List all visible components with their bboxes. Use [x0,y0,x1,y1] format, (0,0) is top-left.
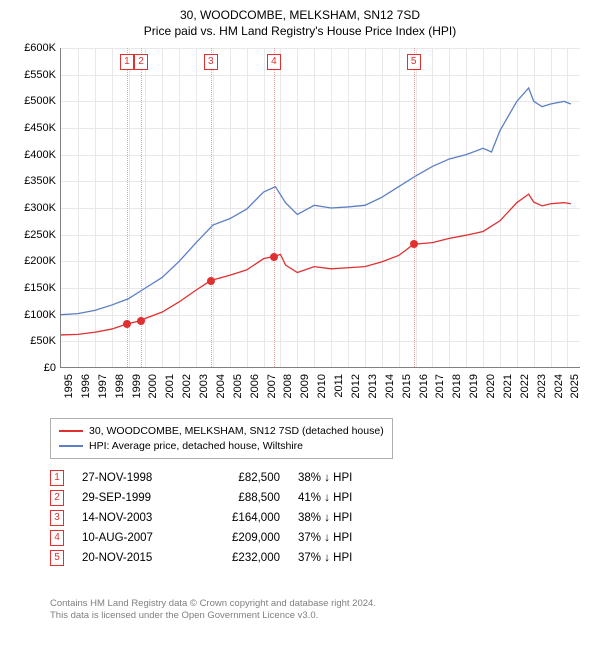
x-tick-label: 2006 [249,374,261,398]
sale-point [123,320,131,328]
y-tick-label: £0 [10,362,56,374]
event-row-date: 27-NOV-1998 [82,472,182,484]
event-row: 3 14-NOV-2003 £164,000 38% ↓ HPI [50,510,388,526]
legend-label: HPI: Average price, detached house, Wilt… [89,439,303,454]
y-tick-label: £400K [10,149,56,161]
x-tick-label: 2003 [198,374,210,398]
x-tick-label: 1996 [80,374,92,398]
event-row-date: 14-NOV-2003 [82,512,182,524]
x-tick-label: 2013 [367,374,379,398]
x-tick-label: 2007 [266,374,278,398]
x-tick-label: 2022 [519,374,531,398]
x-tick-label: 2017 [434,374,446,398]
x-tick-label: 1997 [97,374,109,398]
y-tick-label: £450K [10,122,56,134]
x-tick-label: 2008 [282,374,294,398]
event-row-price: £88,500 [200,492,280,504]
chart-area: 12345 £0 £50K £100K £150K £200K £250K £300K £350… [10,48,590,418]
y-tick-label: £550K [10,69,56,81]
event-row-delta: 37% ↓ HPI [298,532,388,544]
page-title: 30, WOODCOMBE, MELKSHAM, SN12 7SD [10,8,590,22]
x-tick-label: 2019 [468,374,480,398]
series-hpi [61,88,571,315]
events-table: 1 27-NOV-1998 £82,500 38% ↓ HPI 2 29-SEP-1999… [50,470,388,570]
x-tick-label: 2016 [418,374,430,398]
event-row-price: £82,500 [200,472,280,484]
legend-row: 30, WOODCOMBE, MELKSHAM, SN12 7SD (detac… [59,424,384,439]
x-tick-label: 1995 [63,374,75,398]
y-tick-label: £50K [10,335,56,347]
event-row: 5 20-NOV-2015 £232,000 37% ↓ HPI [50,550,388,566]
x-tick-label: 2001 [164,374,176,398]
legend-swatch [59,430,83,432]
sale-point [270,253,278,261]
x-tick-label: 2010 [316,374,328,398]
x-tick-label: 2025 [569,374,581,398]
legend: 30, WOODCOMBE, MELKSHAM, SN12 7SD (detac… [50,418,393,459]
event-row-delta: 37% ↓ HPI [298,552,388,564]
page-subtitle: Price paid vs. HM Land Registry's House … [10,24,590,38]
event-row-price: £164,000 [200,512,280,524]
x-tick-label: 2009 [299,374,311,398]
event-row-delta: 38% ↓ HPI [298,512,388,524]
legend-swatch [59,445,83,447]
event-row: 4 10-AUG-2007 £209,000 37% ↓ HPI [50,530,388,546]
sale-point [207,277,215,285]
x-tick-label: 2014 [384,374,396,398]
y-tick-label: £500K [10,95,56,107]
plot-region: 12345 [60,48,580,368]
x-tick-label: 2023 [536,374,548,398]
event-row-date: 10-AUG-2007 [82,532,182,544]
series-property [61,194,571,335]
event-row-num: 1 [50,470,64,486]
event-row-delta: 38% ↓ HPI [298,472,388,484]
x-tick-label: 2012 [350,374,362,398]
y-tick-label: £350K [10,175,56,187]
x-tick-label: 2004 [215,374,227,398]
y-tick-label: £300K [10,202,56,214]
x-tick-label: 2018 [451,374,463,398]
event-row-delta: 41% ↓ HPI [298,492,388,504]
x-tick-label: 2020 [485,374,497,398]
y-tick-label: £600K [10,42,56,54]
x-tick-label: 2021 [502,374,514,398]
event-row-num: 5 [50,550,64,566]
x-tick-label: 1998 [114,374,126,398]
x-tick-label: 2024 [553,374,565,398]
x-tick-label: 2005 [232,374,244,398]
event-row-price: £209,000 [200,532,280,544]
footer-attribution: Contains HM Land Registry data © Crown c… [50,598,376,622]
sale-point [410,240,418,248]
event-row-num: 4 [50,530,64,546]
y-tick-label: £250K [10,229,56,241]
x-tick-label: 2011 [333,374,345,398]
event-row: 2 29-SEP-1999 £88,500 41% ↓ HPI [50,490,388,506]
y-tick-label: £100K [10,309,56,321]
event-row: 1 27-NOV-1998 £82,500 38% ↓ HPI [50,470,388,486]
x-tick-label: 1999 [131,374,143,398]
legend-row: HPI: Average price, detached house, Wilt… [59,439,384,454]
event-row-date: 20-NOV-2015 [82,552,182,564]
x-tick-label: 2000 [147,374,159,398]
footer-line1: Contains HM Land Registry data © Crown c… [50,598,376,610]
event-row-num: 2 [50,490,64,506]
x-tick-label: 2002 [181,374,193,398]
event-row-date: 29-SEP-1999 [82,492,182,504]
y-tick-label: £150K [10,282,56,294]
x-tick-label: 2015 [401,374,413,398]
event-row-num: 3 [50,510,64,526]
footer-line2: This data is licensed under the Open Gov… [50,610,376,622]
y-tick-label: £200K [10,255,56,267]
legend-label: 30, WOODCOMBE, MELKSHAM, SN12 7SD (detac… [89,424,384,439]
sale-point [137,317,145,325]
event-row-price: £232,000 [200,552,280,564]
